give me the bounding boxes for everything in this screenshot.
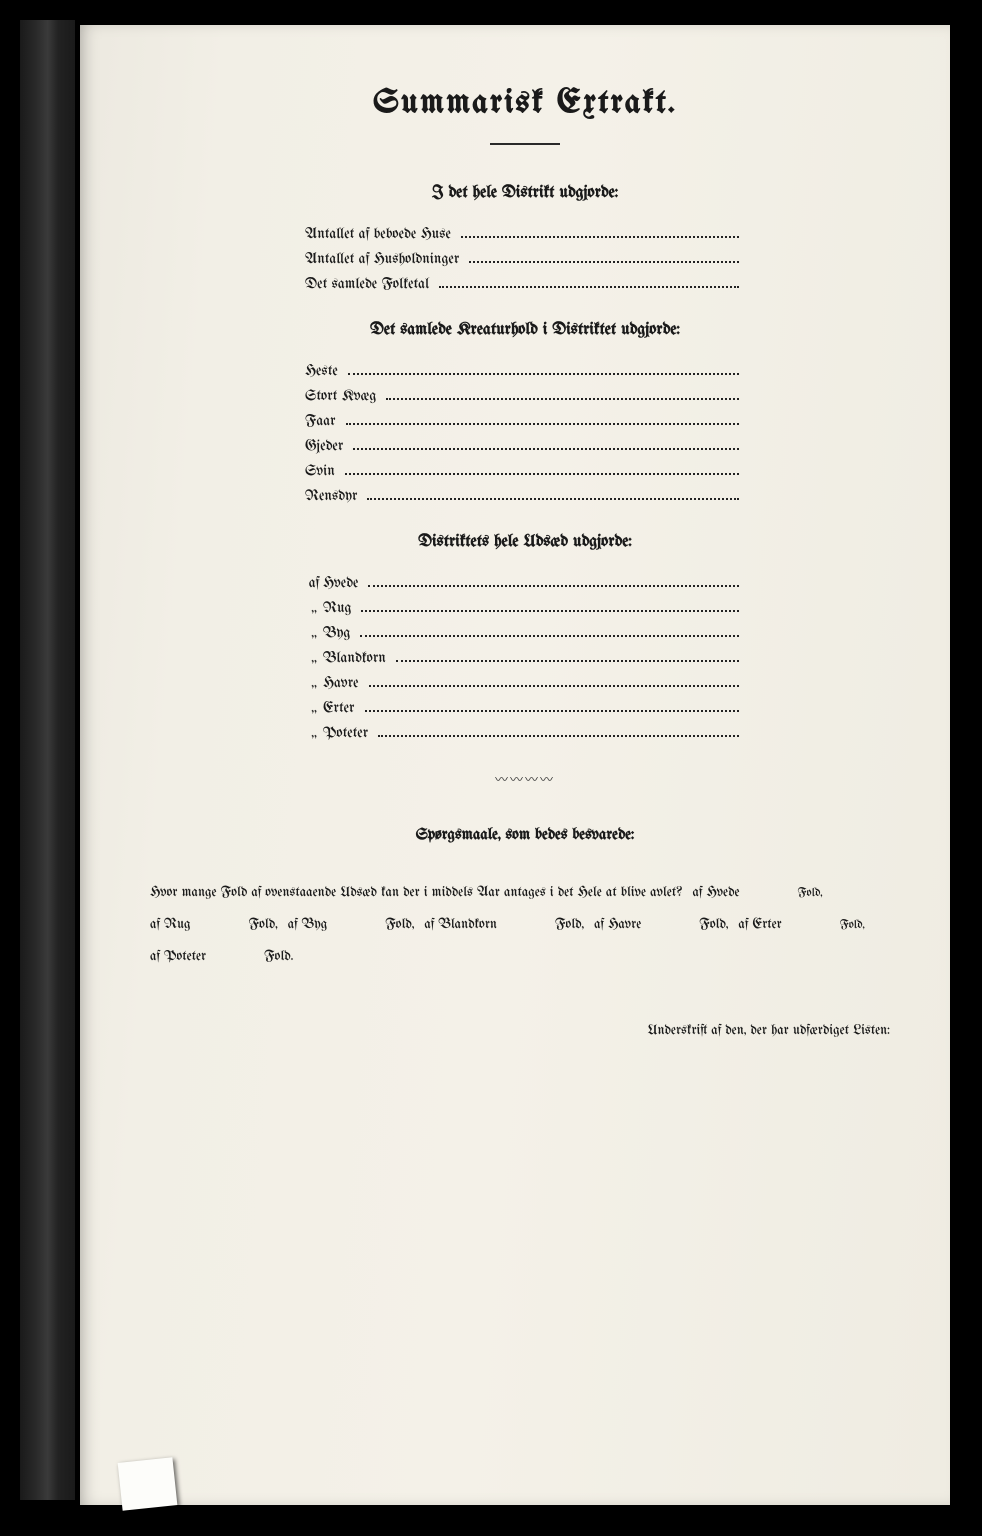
section3-items: afHvede „Rug „Byg „Blandkorn „Havre „Ert… (305, 575, 745, 741)
item-label: Stort Kvæg (305, 388, 376, 404)
leader-dots (386, 394, 739, 400)
item-label: Antallet af Husholdninger (305, 251, 459, 267)
item-label: Rug (323, 600, 351, 616)
wavy-divider: 〰〰〰〰 (470, 769, 580, 788)
section2-items: Heste Stort Kvæg Faar Gjeder Svin Rensdy… (305, 363, 745, 504)
leader-dots (346, 419, 739, 425)
list-item: afHvede (305, 575, 745, 591)
list-item: Antallet af Husholdninger (305, 251, 745, 267)
fold-segment: af ErterFold, (738, 909, 864, 941)
list-item: Faar (305, 413, 745, 429)
ditto-prefix: „ (305, 700, 323, 716)
item-label: Blandkorn (323, 650, 386, 666)
list-item: „Poteter (305, 725, 745, 741)
item-label: Erter (323, 700, 355, 716)
list-item: Stort Kvæg (305, 388, 745, 404)
item-label: Byg (323, 625, 350, 641)
ditto-prefix: „ (305, 625, 323, 641)
fold-segment: af RugFold, (150, 909, 278, 941)
list-item: „Blandkorn (305, 650, 745, 666)
ditto-prefix: af (305, 575, 323, 591)
item-label: Heste (305, 363, 338, 379)
questions-heading: Spørgsmaale, som bedes besvarede: (150, 818, 900, 855)
item-label: Rensdyr (305, 488, 357, 504)
page-title: Summarisk Extrakt. (150, 85, 900, 121)
leader-dots (369, 681, 739, 687)
leader-dots (368, 581, 739, 587)
list-item: Antallet af beboede Huse (305, 226, 745, 242)
scan-frame: Summarisk Extrakt. I det hele Distrikt u… (0, 0, 982, 1536)
leader-dots (396, 656, 739, 662)
section1-heading: I det hele Distrikt udgjorde: (150, 185, 900, 202)
signature-line: Underskrift af den, der har udfærdiget L… (150, 1023, 900, 1038)
fold-segment: af BlandkornFold, (424, 909, 584, 941)
ditto-prefix: „ (305, 650, 323, 666)
fold-segment: af PoteterFold. (150, 941, 293, 973)
list-item: Svin (305, 463, 745, 479)
list-item: „Byg (305, 625, 745, 641)
document-page: Summarisk Extrakt. I det hele Distrikt u… (80, 25, 950, 1505)
item-label: Antallet af beboede Huse (305, 226, 451, 242)
questions-body-line3: af PoteterFold. (150, 941, 900, 973)
leader-dots (348, 369, 739, 375)
item-label: Gjeder (305, 438, 343, 454)
list-item: „Rug (305, 600, 745, 616)
leader-dots (353, 444, 739, 450)
leader-dots (345, 469, 739, 475)
list-item: Gjeder (305, 438, 745, 454)
ditto-prefix: „ (305, 675, 323, 691)
item-label: Svin (305, 463, 335, 479)
list-item: „Erter (305, 700, 745, 716)
ditto-prefix: „ (305, 600, 323, 616)
book-spine (20, 20, 75, 1500)
question-intro: Hvor mange Fold af ovenstaaende Udsæd ka… (150, 877, 682, 909)
section1-items: Antallet af beboede Huse Antallet af Hus… (305, 226, 745, 292)
questions-body: Hvor mange Fold af ovenstaaende Udsæd ka… (150, 877, 900, 909)
list-item: Rensdyr (305, 488, 745, 504)
item-label: Havre (323, 675, 359, 691)
leader-dots (378, 731, 739, 737)
fold-segment: af HvedeFold, (692, 877, 822, 909)
questions-body-line2: af RugFold, af BygFold, af BlandkornFold… (150, 909, 900, 941)
questions-block: Spørgsmaale, som bedes besvarede: Hvor m… (150, 818, 900, 973)
fold-segment: af HavreFold, (594, 909, 728, 941)
leader-dots (439, 282, 739, 288)
list-item: Heste (305, 363, 745, 379)
ditto-prefix: „ (305, 725, 323, 741)
leader-dots (365, 706, 740, 712)
list-item: „Havre (305, 675, 745, 691)
leader-dots (469, 257, 739, 263)
fold-segment: af BygFold, (288, 909, 415, 941)
item-label: Faar (305, 413, 336, 429)
leader-dots (361, 606, 739, 612)
item-label: Det samlede Folketal (305, 276, 429, 292)
leader-dots (360, 631, 739, 637)
section2-heading: Det samlede Kreaturhold i Distriktet udg… (150, 322, 900, 339)
list-item: Det samlede Folketal (305, 276, 745, 292)
item-label: Hvede (323, 575, 358, 591)
title-rule (490, 143, 560, 145)
leader-dots (461, 232, 739, 238)
item-label: Poteter (323, 725, 368, 741)
section3-heading: Distriktets hele Udsæd udgjorde: (150, 534, 900, 551)
paper-clip-tab (118, 1457, 178, 1510)
leader-dots (367, 494, 739, 500)
